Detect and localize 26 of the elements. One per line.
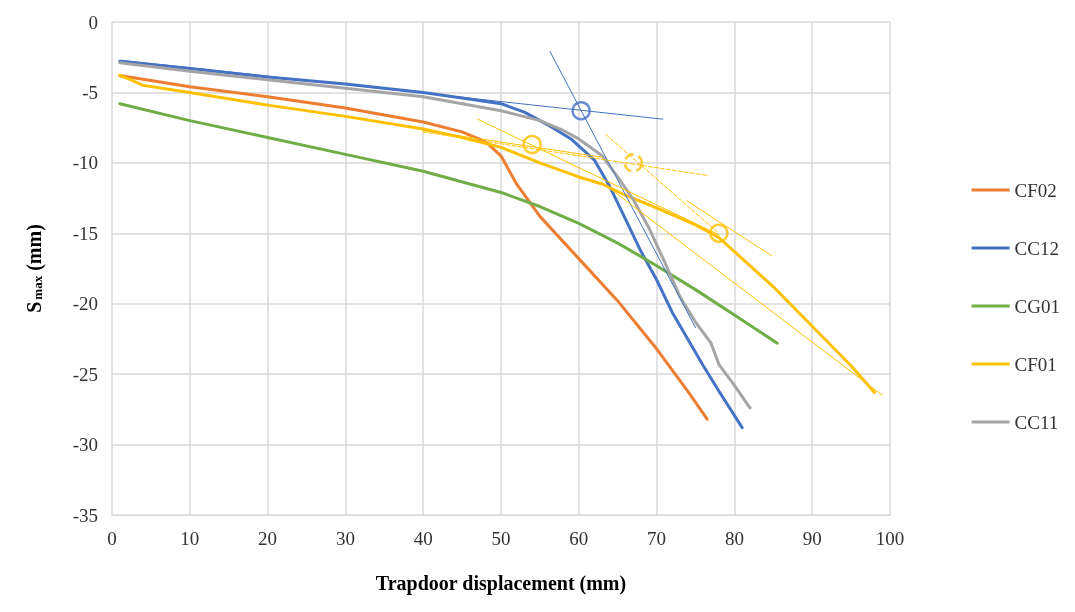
y-tick-label: -20 xyxy=(72,293,98,315)
y-tick-label: 0 xyxy=(88,11,98,33)
y-tick-label: -35 xyxy=(72,504,98,526)
y-tick-label: -5 xyxy=(82,81,98,103)
x-tick-label: 70 xyxy=(647,528,667,549)
x-tick-label: 100 xyxy=(875,528,905,549)
y-tick-label: -25 xyxy=(72,363,98,385)
x-tick-label: 40 xyxy=(413,528,433,549)
x-tick-label: 0 xyxy=(107,528,117,549)
x-axis-title: Trapdoor displacement (mm) xyxy=(375,572,627,595)
x-tick-label: 20 xyxy=(258,528,278,549)
y-tick-label: -15 xyxy=(72,222,98,244)
x-tick-label: 30 xyxy=(335,528,355,549)
y-tick-label: -30 xyxy=(72,434,98,456)
x-tick-label: 50 xyxy=(491,528,511,549)
legend-label: CG01 xyxy=(1014,295,1061,317)
x-tick-label: 90 xyxy=(802,528,822,549)
y-tick-label: -10 xyxy=(72,152,98,174)
y-axis-title: Smax (mm) xyxy=(22,224,46,313)
legend-label: CC12 xyxy=(1014,237,1059,259)
legend-label: CF02 xyxy=(1014,179,1057,201)
legend-label: CC11 xyxy=(1014,411,1059,433)
legend-label: CF01 xyxy=(1014,353,1057,375)
x-tick-label: 60 xyxy=(569,528,589,549)
x-tick-label: 10 xyxy=(180,528,200,549)
x-tick-label: 80 xyxy=(724,528,744,549)
